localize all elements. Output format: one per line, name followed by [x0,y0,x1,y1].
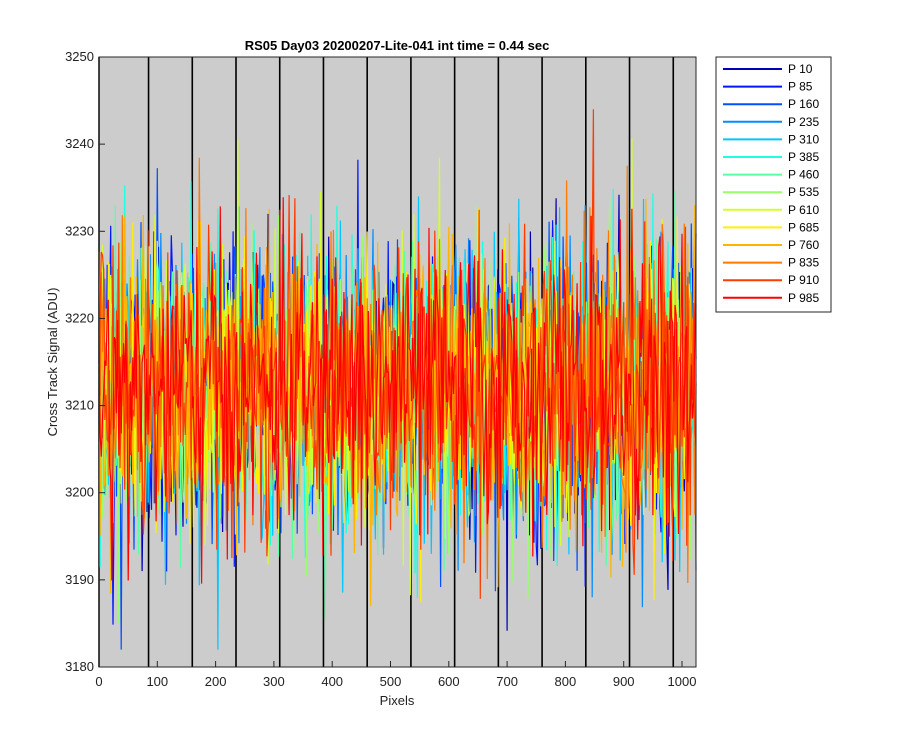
series-lines [98,109,697,650]
y-axis-label: Cross Track Signal (ADU) [45,288,60,437]
x-tick-label-6: 600 [438,674,460,689]
x-tick-label-1: 100 [146,674,168,689]
x-tick-label-7: 700 [496,674,518,689]
y-tick-label-7: 3250 [65,49,94,64]
x-tick-label-5: 500 [380,674,402,689]
y-tick-label-5: 3230 [65,223,94,238]
chart-title: RS05 Day03 20200207-Lite-041 int time = … [245,38,550,53]
legend-label-6: P 460 [788,168,819,182]
legend-label-4: P 310 [788,132,819,146]
legend-label-8: P 610 [788,203,819,217]
plot-frame [98,56,697,668]
x-tick-label-0: 0 [95,674,102,689]
legend-label-1: P 85 [788,80,813,94]
legend-label-12: P 910 [788,273,819,287]
x-tick-label-10: 1000 [668,674,697,689]
x-axis-ticks: 0 100 200 300 400 500 600 700 800 900 1000 [95,661,696,689]
legend-label-7: P 535 [788,185,819,199]
y-tick-label-3: 3210 [65,398,94,413]
x-axis-label: Pixels [380,693,415,708]
series-line-11 [98,157,697,584]
legend-label-13: P 985 [788,291,819,305]
series-line-13 [98,197,697,584]
legend-label-2: P 160 [788,97,819,111]
y-tick-label-1: 3190 [65,572,94,587]
y-tick-label-6: 3240 [65,136,94,151]
y-tick-label-2: 3200 [65,485,94,500]
x-tick-label-2: 200 [205,674,227,689]
legend-label-10: P 760 [788,238,819,252]
legend: P 10 P 85 P 160 P 235 P 310 P 385 P 460 P 535 P … [715,56,832,313]
x-tick-label-4: 400 [321,674,343,689]
x-tick-label-9: 900 [613,674,635,689]
legend-label-11: P 835 [788,256,819,270]
y-tick-label-0: 3180 [65,659,94,674]
legend-label-3: P 235 [788,115,819,129]
legend-label-0: P 10 [788,62,813,76]
x-tick-label-8: 800 [555,674,577,689]
y-axis-ticks: 3180 3190 3200 3210 3220 3230 3240 3250 [65,49,105,674]
x-tick-label-3: 300 [263,674,285,689]
legend-box [715,56,832,313]
legend-label-9: P 685 [788,220,819,234]
legend-label-5: P 385 [788,150,819,164]
y-tick-label-4: 3220 [65,310,94,325]
